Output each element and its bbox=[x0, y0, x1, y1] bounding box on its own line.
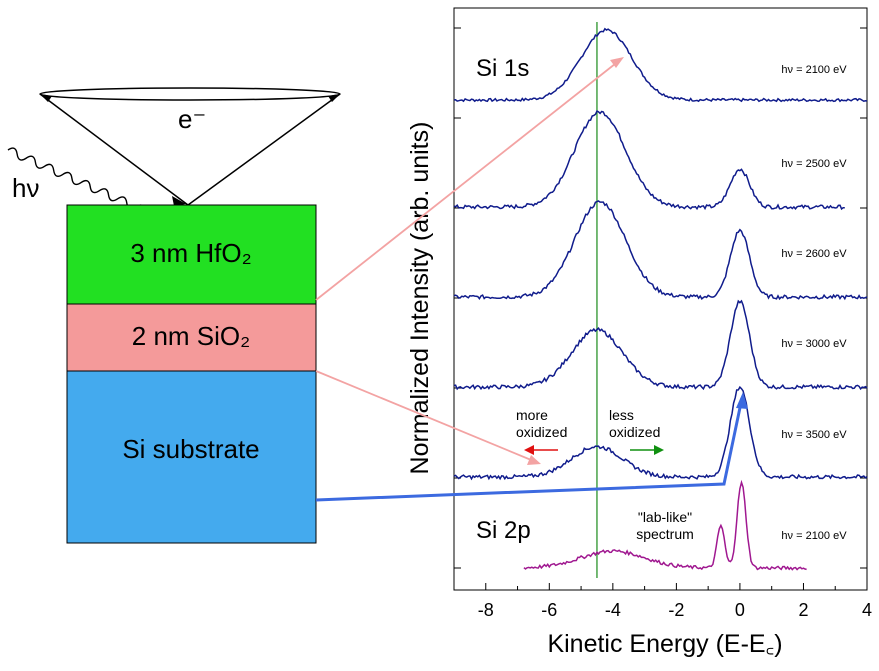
x-tick-label: -4 bbox=[605, 600, 621, 620]
si1s-label: Si 1s bbox=[476, 55, 529, 82]
more-oxidized-line1: more bbox=[516, 407, 548, 423]
connector-si bbox=[315, 397, 744, 502]
spectrum-line bbox=[523, 479, 807, 571]
connector-sio2-top bbox=[315, 59, 621, 301]
less-oxidized-line2: oxidized bbox=[609, 424, 660, 440]
photon-label: hν bbox=[12, 173, 39, 203]
spectrum-line bbox=[453, 27, 868, 103]
layer-si-label: Si substrate bbox=[122, 434, 259, 464]
x-axis-title: Kinetic Energy (E-E꜀) bbox=[547, 630, 782, 658]
x-tick-label: 4 bbox=[862, 600, 872, 620]
y-axis-title: Normalized Intensity (arb. units) bbox=[406, 122, 434, 475]
cone-arrow-right bbox=[328, 94, 340, 102]
photon-arrow-head bbox=[172, 196, 186, 206]
analyzer-cone-right bbox=[187, 93, 341, 206]
spectrum-line bbox=[453, 109, 845, 211]
more-oxidized-arrow-head bbox=[524, 445, 534, 455]
layer-sio2-label: 2 nm SiO₂ bbox=[132, 321, 250, 351]
energy-label: hν = 2600 eV bbox=[781, 248, 847, 260]
x-tick-label: -2 bbox=[668, 600, 684, 620]
plot-frame bbox=[453, 7, 868, 591]
more-oxidized-line2: oxidized bbox=[516, 424, 567, 440]
schematic: e⁻ hν 3 nm HfO₂ 2 nm SiO₂ Si substrate bbox=[7, 87, 341, 544]
energy-label: hν = 3000 eV bbox=[781, 338, 847, 350]
si2p-label: Si 2p bbox=[476, 517, 531, 544]
x-tick-label: 2 bbox=[798, 600, 808, 620]
connector-arrows bbox=[315, 57, 748, 502]
connector-sio2-top-head bbox=[610, 57, 624, 68]
energy-label: hν = 3500 eV bbox=[781, 429, 847, 441]
less-oxidized-line1: less bbox=[609, 407, 634, 423]
cone-arrow-left bbox=[40, 94, 52, 102]
spectrum-line bbox=[453, 299, 868, 391]
connector-si-head bbox=[736, 392, 748, 409]
layer-si bbox=[66, 370, 317, 544]
analyzer-cone-left bbox=[39, 93, 189, 206]
x-tick-label: 0 bbox=[735, 600, 745, 620]
x-ticks: -8 -6 -4 -2 0 2 4 bbox=[478, 583, 872, 620]
lab-like-line2: spectrum bbox=[636, 526, 694, 542]
spectrum-line bbox=[453, 200, 868, 301]
series-group: hν = 2100 eV hν = 2500 eV hν = 2600 eV hν =… bbox=[453, 27, 868, 571]
lab-like-line1: "lab-like" bbox=[638, 509, 692, 525]
electron-label: e⁻ bbox=[178, 104, 206, 134]
spectrum-line bbox=[453, 385, 868, 481]
less-oxidized-arrow-head bbox=[654, 445, 664, 455]
energy-label: hν = 2100 eV bbox=[781, 64, 847, 76]
layer-hfo2 bbox=[66, 204, 317, 305]
x-tick-label: -8 bbox=[478, 600, 494, 620]
energy-label: hν = 2100 eV bbox=[781, 530, 847, 542]
connector-sio2-bottom bbox=[315, 370, 537, 463]
layer-hfo2-label: 3 nm HfO₂ bbox=[130, 238, 251, 268]
connector-sio2-bottom-head bbox=[527, 455, 541, 465]
energy-label: hν = 2500 eV bbox=[781, 158, 847, 170]
analyzer-lens bbox=[39, 87, 341, 101]
x-tick-label: -6 bbox=[541, 600, 557, 620]
